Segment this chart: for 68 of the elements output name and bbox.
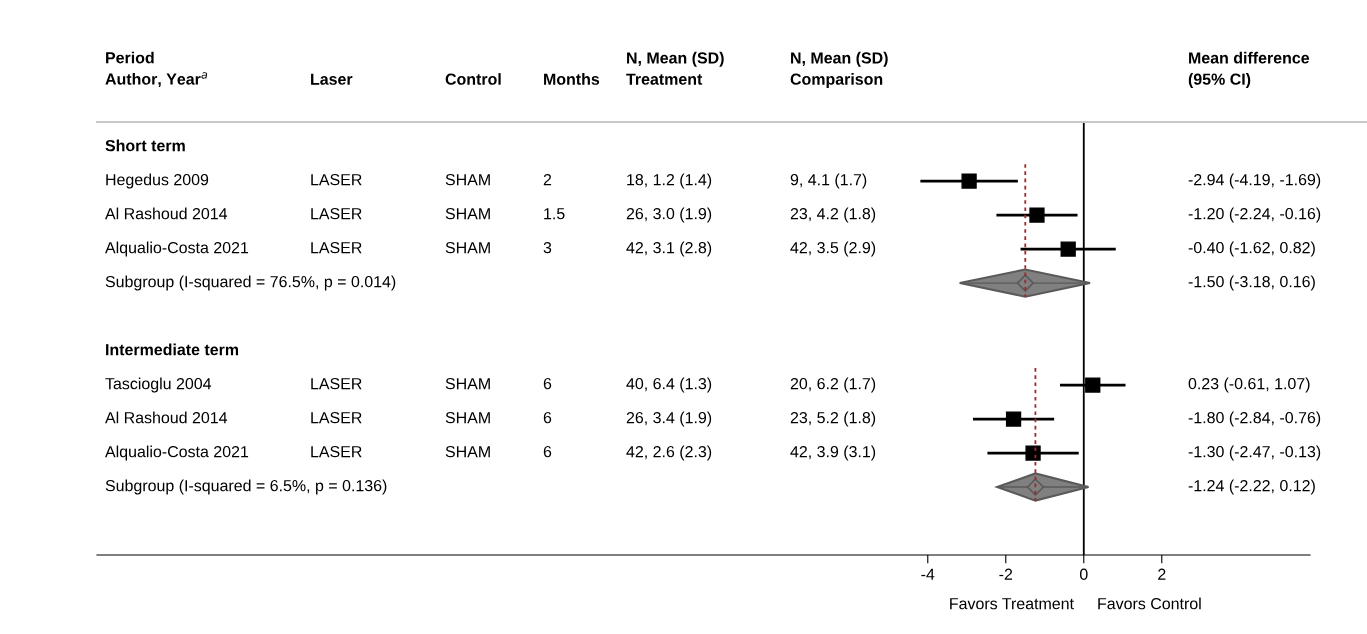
annotation: 26, 3.4 (1.9) xyxy=(626,411,712,427)
y-tick-label: Alqualio-Costa 2021 xyxy=(105,241,249,257)
y-tick-label: Subgroup (I-squared = 76.5%, p = 0.014) xyxy=(105,275,396,291)
annotation: 18, 1.2 (1.4) xyxy=(627,173,712,189)
text: Control xyxy=(445,73,501,85)
annotation: SHAM xyxy=(445,207,490,220)
annotation: -2.94 (-4.19, -1.69) xyxy=(1188,173,1321,189)
annotation: 42, 2.6 (2.3) xyxy=(626,445,712,461)
text: N, Mean (SD) Comparison xyxy=(790,51,888,88)
annotation: LASER xyxy=(311,241,362,254)
y-tick-label: Hegedus 2009 xyxy=(106,173,209,189)
annotation: LASER xyxy=(311,377,362,390)
y-tick-label: Subgroup (I-squared = 6.5%, p = 0.136) xyxy=(105,479,387,495)
annotation: LASER xyxy=(311,173,362,186)
annotation: -1.50 (-3.18, 0.16) xyxy=(1188,275,1315,291)
annotation: 42, 3.5 (2.9) xyxy=(790,241,876,257)
annotation: SHAM xyxy=(445,241,490,254)
annotation: LASER xyxy=(311,445,362,458)
y-tick-label: Tascioglu 2004 xyxy=(105,377,212,393)
text: Months xyxy=(544,73,600,85)
annotation: 9, 4.1 (1.7) xyxy=(790,173,867,189)
point xyxy=(1085,377,1101,393)
annotation: SHAM xyxy=(445,411,490,424)
annotation: 6 xyxy=(543,445,552,458)
annotation: -1.80 (-2.84, -0.76) xyxy=(1188,411,1321,427)
annotation: 42, 3.1 (2.8) xyxy=(626,241,712,257)
y-tick-label: Alqualio-Costa 2021 xyxy=(105,445,249,461)
annotation: SHAM xyxy=(445,445,490,458)
annotation: 6 xyxy=(543,411,552,424)
annotation: -1.24 (-2.22, 0.12) xyxy=(1188,479,1315,495)
annotation: SHAM xyxy=(445,377,490,390)
point xyxy=(1029,207,1045,223)
point xyxy=(1005,411,1022,427)
y-tick-label: Al Rashoud 2014 xyxy=(105,207,228,220)
annotation: -1.30 (-2.47, -0.13) xyxy=(1188,445,1321,461)
annotation: -0.40 (-1.62, 0.82) xyxy=(1188,241,1315,257)
text: Laser xyxy=(311,73,353,85)
annotation: 3 xyxy=(543,241,552,254)
annotation: LASER xyxy=(311,207,362,220)
text: Favors Treatment xyxy=(950,598,1074,610)
text: Favors Control xyxy=(1098,597,1201,610)
x-tick-label: 0 xyxy=(1079,568,1088,580)
annotation: SHAM xyxy=(445,173,490,186)
y-tick-label: Intermediate term xyxy=(106,343,239,356)
annotation: 2 xyxy=(543,173,552,186)
annotation: 0.23 (-0.61, 1.07) xyxy=(1188,377,1310,393)
x-tick-label: -2 xyxy=(999,568,1013,580)
point xyxy=(1026,478,1045,496)
annotation: -1.20 (-2.24, -0.16) xyxy=(1188,207,1321,223)
point xyxy=(1060,241,1076,257)
annotation: LASER xyxy=(311,411,362,424)
x-tick-label: -4 xyxy=(921,568,935,580)
point xyxy=(961,173,977,189)
annotation: 23, 5.2 (1.8) xyxy=(790,411,876,427)
y-tick-label: Short term xyxy=(105,139,185,152)
y-tick-label: Al Rashoud 2014 xyxy=(105,411,228,424)
annotation: 26, 3.0 (1.9) xyxy=(626,207,712,223)
annotation: 6 xyxy=(543,377,552,390)
annotation: 42, 3.9 (3.1) xyxy=(790,445,876,461)
x-tick-label: 2 xyxy=(1158,568,1166,580)
text: N, Mean (SD) Treatment xyxy=(626,51,724,85)
text: Period Author, Year$^{a}$ xyxy=(105,51,208,88)
annotation: 1.5 xyxy=(544,208,565,220)
annotation: 23, 4.2 (1.8) xyxy=(790,207,876,223)
text: Mean difference (95% CI) xyxy=(1188,51,1310,88)
annotation: 20, 6.2 (1.7) xyxy=(790,377,876,393)
annotation: 40, 6.4 (1.3) xyxy=(626,377,712,393)
point xyxy=(1025,445,1041,461)
